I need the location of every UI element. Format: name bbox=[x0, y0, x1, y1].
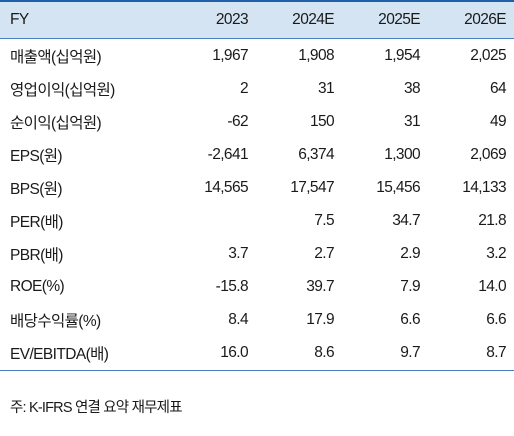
value-2023: 2 bbox=[239, 79, 249, 97]
value-2024e: 150 bbox=[309, 112, 335, 130]
header-year-2023: 2023 bbox=[172, 0, 256, 39]
metric-label: EPS(원) bbox=[10, 147, 63, 165]
financial-table: FY 2023 2024E 2025E 2026E 매출액(십억원) 1,967 1… bbox=[0, 0, 514, 371]
value-2026e: 21.8 bbox=[478, 212, 506, 230]
value-2025e: 38 bbox=[403, 79, 421, 97]
value-2025e: 15,456 bbox=[376, 178, 420, 196]
value-2026e: 14,133 bbox=[462, 178, 506, 196]
value-2025e: 6.6 bbox=[400, 311, 420, 329]
metric-label: BPS(원) bbox=[10, 180, 63, 198]
table-body: 매출액(십억원) 1,967 1,908 1,954 2,025 영업이익(십억원) 2 31… bbox=[0, 39, 514, 371]
table-row: PBR(배) 3.7 2.7 2.9 3.2 bbox=[0, 238, 514, 271]
metric-label: 배당수익률(%) bbox=[10, 313, 101, 331]
header-year-2024e: 2024E bbox=[256, 0, 342, 39]
value-2026e: 64 bbox=[489, 79, 507, 97]
table-row: BPS(원) 14,565 17,547 15,456 14,133 bbox=[0, 171, 514, 204]
value-2026e: 6.6 bbox=[486, 311, 506, 329]
value-2024e: 2.7 bbox=[314, 245, 334, 263]
header-fy: FY bbox=[0, 0, 172, 39]
value-2026e: 49 bbox=[489, 112, 507, 130]
metric-label: ROE(%) bbox=[10, 278, 65, 296]
value-2023 bbox=[172, 204, 256, 237]
metric-label: 매출액(십억원) bbox=[10, 48, 102, 66]
value-2023: -15.8 bbox=[215, 278, 249, 296]
metric-label: PBR(배) bbox=[10, 247, 63, 265]
metric-label: PER(배) bbox=[10, 214, 63, 232]
value-2026e: 2,069 bbox=[470, 145, 506, 163]
value-2024e: 8.6 bbox=[256, 336, 342, 371]
value-2026e: 3.2 bbox=[486, 245, 506, 263]
table-row: PER(배) 7.5 34.7 21.8 bbox=[0, 204, 514, 237]
header-row: FY 2023 2024E 2025E 2026E bbox=[0, 0, 514, 39]
value-2024e: 17,547 bbox=[290, 178, 334, 196]
metric-label: 영업이익(십억원) bbox=[10, 81, 115, 99]
table-row: 배당수익률(%) 8.4 17.9 6.6 6.6 bbox=[0, 304, 514, 337]
value-2023: -2,641 bbox=[207, 145, 249, 163]
table-row: 매출액(십억원) 1,967 1,908 1,954 2,025 bbox=[0, 39, 514, 73]
value-2025e: 2.9 bbox=[400, 245, 420, 263]
value-2025e: 7.9 bbox=[400, 278, 420, 296]
value-2025e: 31 bbox=[403, 112, 421, 130]
table-row: 영업이익(십억원) 2 31 38 64 bbox=[0, 72, 514, 105]
value-2024e: 17.9 bbox=[306, 311, 334, 329]
table-header: FY 2023 2024E 2025E 2026E bbox=[0, 0, 514, 39]
value-2023: 8.4 bbox=[228, 311, 248, 329]
value-2023: -62 bbox=[227, 112, 248, 130]
table-row: 순이익(십억원) -62 150 31 49 bbox=[0, 105, 514, 138]
value-2025e: 34.7 bbox=[392, 212, 420, 230]
value-2024e: 7.5 bbox=[314, 212, 334, 230]
value-2023: 16.0 bbox=[172, 336, 256, 371]
value-2024e: 6,374 bbox=[298, 145, 334, 163]
value-2024e: 39.7 bbox=[306, 278, 334, 296]
value-2025e: 9.7 bbox=[342, 336, 428, 371]
metric-label: 순이익(십억원) bbox=[10, 114, 102, 132]
value-2026e: 14.0 bbox=[478, 278, 506, 296]
value-2025e: 1,954 bbox=[384, 46, 420, 64]
header-year-2026e: 2026E bbox=[428, 0, 514, 39]
header-year-2025e: 2025E bbox=[342, 0, 428, 39]
value-2026e: 8.7 bbox=[428, 336, 514, 371]
footnote: 주: K-IFRS 연결 요약 재무제표 bbox=[10, 400, 183, 416]
table-row: ROE(%) -15.8 39.7 7.9 14.0 bbox=[0, 271, 514, 304]
value-2024e: 31 bbox=[317, 79, 335, 97]
value-2023: 3.7 bbox=[228, 245, 248, 263]
table-row: EV/EBITDA(배) 16.0 8.6 9.7 8.7 bbox=[0, 336, 514, 371]
value-2024e: 1,908 bbox=[298, 46, 334, 64]
value-2026e: 2,025 bbox=[470, 46, 506, 64]
value-2023: 14,565 bbox=[204, 178, 248, 196]
value-2023: 1,967 bbox=[212, 46, 248, 64]
value-2025e: 1,300 bbox=[384, 145, 420, 163]
metric-label: EV/EBITDA(배) bbox=[0, 336, 172, 371]
table-row: EPS(원) -2,641 6,374 1,300 2,069 bbox=[0, 138, 514, 171]
